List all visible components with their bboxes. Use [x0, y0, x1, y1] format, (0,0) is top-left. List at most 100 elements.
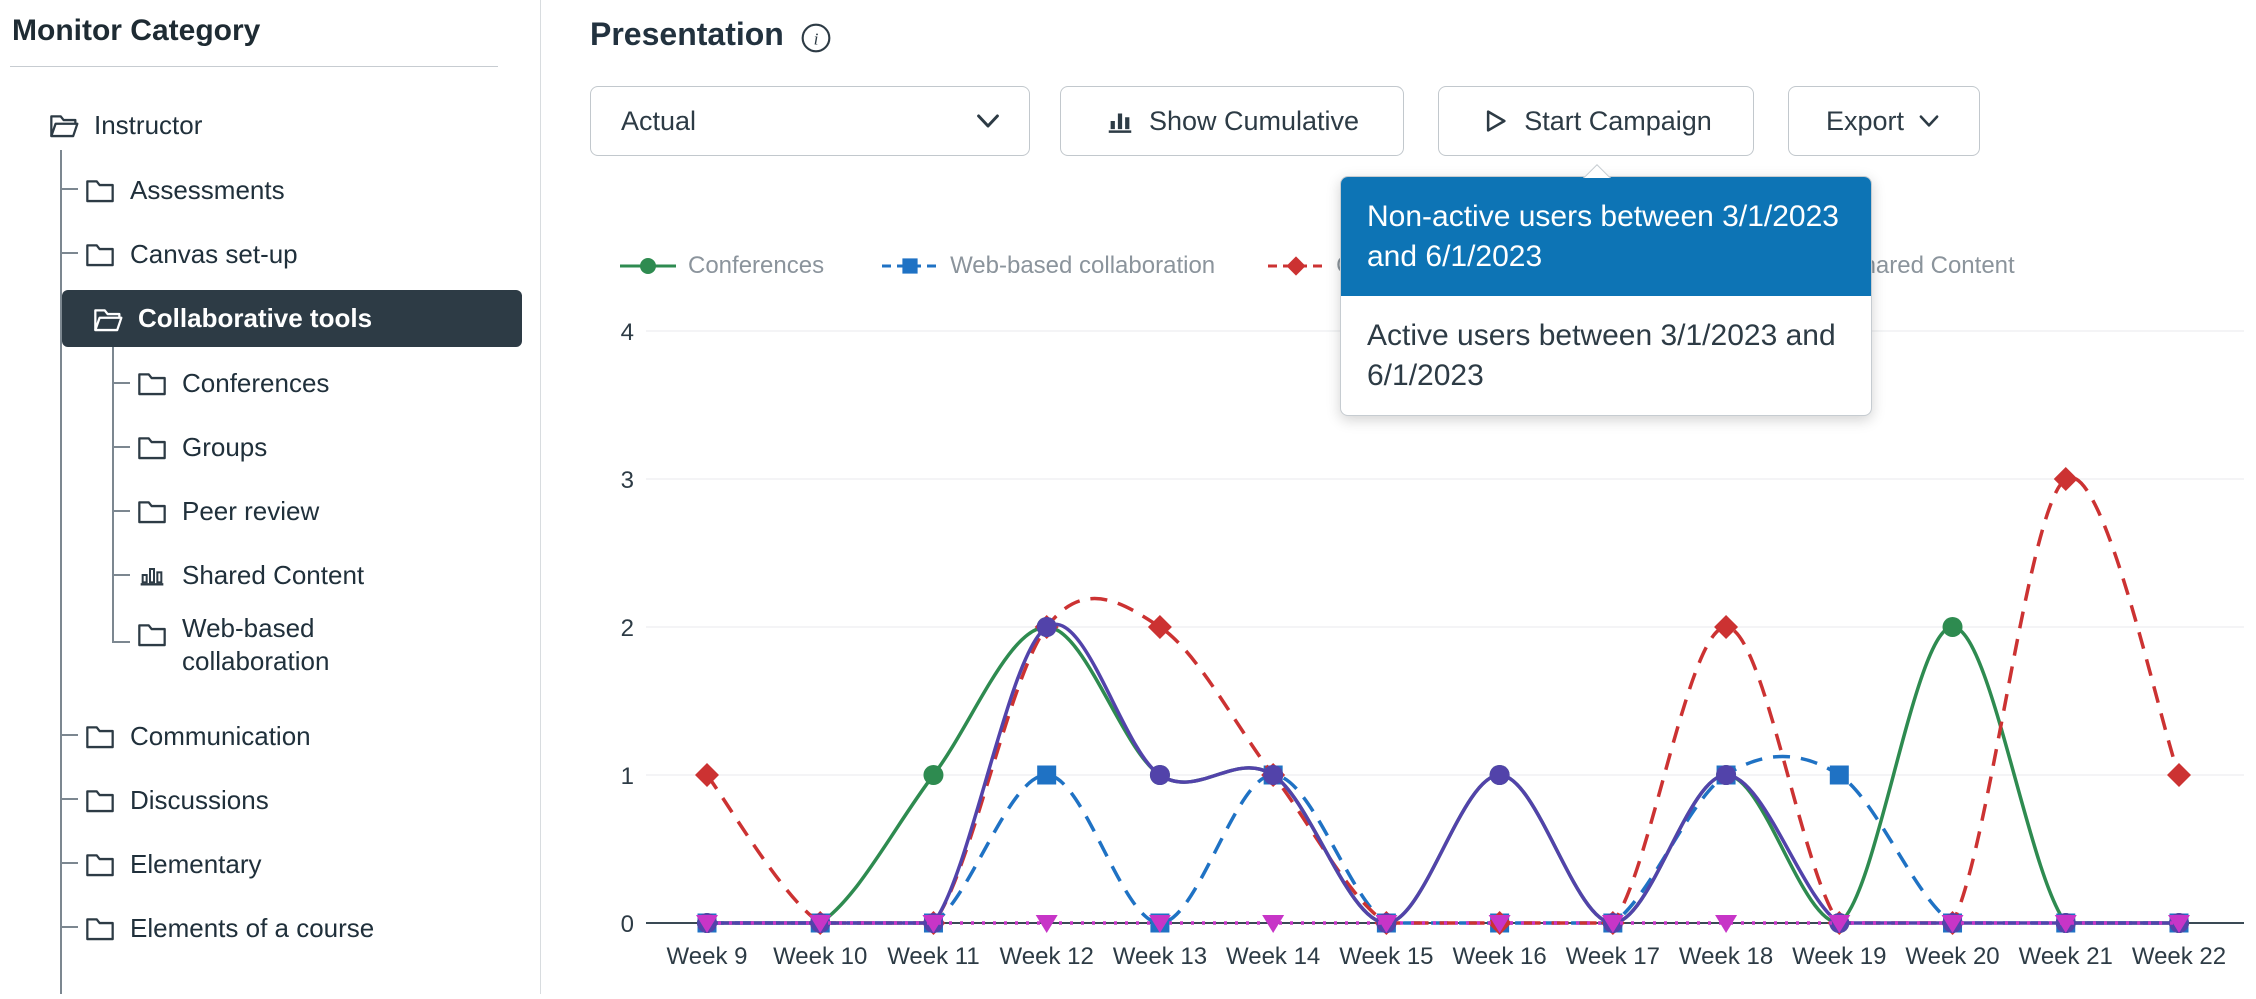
legend-swatch: [620, 258, 676, 274]
sidebar-divider: [10, 66, 498, 67]
sidebar-item-assessments[interactable]: Assessments: [84, 165, 285, 215]
data-point-marker[interactable]: [640, 258, 656, 274]
axis-label: 4: [621, 319, 634, 346]
legend-label: Web-based collaboration: [950, 252, 1216, 279]
sidebar-item-groups[interactable]: Groups: [136, 422, 267, 472]
sidebar-title: Monitor Category: [12, 14, 261, 47]
sidebar-item-label: Communication: [130, 720, 311, 751]
chart-area: 0 1 2 3 4 Week 9 Week 10 Week 11 Week 12 Week 13 W…: [590, 300, 2256, 994]
sidebar-item-label: Collaborative tools: [138, 303, 373, 333]
info-icon[interactable]: [800, 22, 832, 54]
data-point-marker[interactable]: [1601, 915, 1624, 933]
sidebar-item-label: Elementary: [130, 848, 262, 879]
series-line: [705, 475, 2181, 925]
tree-connector: [112, 574, 130, 576]
chevron-down-icon: [1916, 108, 1942, 134]
tree-connector: [60, 926, 78, 928]
folder-open-icon: [48, 109, 80, 141]
data-point-marker[interactable]: [2167, 915, 2190, 933]
tree-connector: [60, 798, 78, 800]
sidebar-item-canvas-set-up[interactable]: Canvas set-up: [84, 229, 298, 279]
data-point-marker[interactable]: [1037, 765, 1057, 785]
data-point-marker[interactable]: [809, 915, 832, 933]
folder-icon: [84, 848, 116, 880]
sidebar-item-label: Groups: [182, 431, 268, 462]
data-point-marker[interactable]: [1262, 915, 1285, 933]
sidebar-item-web-based-collaboration[interactable]: Web-based collaboration: [136, 612, 432, 704]
data-point-marker[interactable]: [1829, 765, 1849, 785]
data-point-marker[interactable]: [2166, 763, 2191, 787]
menu-item-non-active-users[interactable]: Non-active users between 3/1/2023 and 6/…: [1341, 177, 1871, 297]
folder-icon: [84, 174, 116, 206]
data-point-marker[interactable]: [1488, 915, 1511, 933]
data-point-marker[interactable]: [1714, 615, 1739, 639]
data-point-marker[interactable]: [1035, 915, 1058, 933]
axis-label: 0: [621, 911, 634, 938]
legend-item-conferences[interactable]: Conferences: [620, 252, 824, 280]
data-point-marker[interactable]: [1489, 765, 1510, 785]
view-mode-select[interactable]: Actual: [590, 86, 1030, 156]
sidebar-item-elements-of-a-course[interactable]: Elements of a course: [84, 903, 374, 953]
sidebar-item-label: Discussions: [130, 784, 269, 815]
data-point-marker[interactable]: [1286, 256, 1306, 276]
sidebar-item-discussions[interactable]: Discussions: [84, 775, 269, 825]
sidebar-item-label: Canvas set-up: [130, 238, 298, 269]
data-point-marker[interactable]: [1148, 915, 1171, 933]
sidebar-item-communication[interactable]: Communication: [84, 711, 311, 761]
data-point-marker[interactable]: [1942, 617, 1963, 637]
data-point-marker[interactable]: [695, 763, 719, 787]
axis-label: Week 21: [2019, 943, 2113, 970]
data-point-marker[interactable]: [1263, 765, 1284, 785]
axis-label: Week 20: [1905, 943, 1999, 970]
data-point-marker[interactable]: [1375, 915, 1398, 933]
axis-label: 3: [621, 467, 634, 494]
sidebar-item-shared-content[interactable]: Shared Content: [136, 550, 364, 600]
tree-connector: [60, 252, 78, 254]
data-point-marker[interactable]: [902, 258, 918, 274]
folder-open-icon: [92, 303, 124, 335]
tree-connector: [60, 862, 78, 864]
axis-label: 2: [621, 615, 634, 642]
sidebar-item-label: Conferences: [182, 367, 330, 398]
folder-icon: [84, 238, 116, 270]
folder-icon: [136, 495, 168, 527]
data-point-marker[interactable]: [2053, 467, 2078, 491]
sidebar-item-collaborative-tools[interactable]: Collaborative tools: [62, 290, 522, 347]
data-point-marker[interactable]: [922, 915, 945, 933]
play-icon: [1480, 106, 1510, 136]
legend-swatch: [882, 258, 939, 274]
tree-connector: [112, 510, 130, 512]
sidebar-item-elementary[interactable]: Elementary: [84, 839, 262, 889]
legend-item-web-based-collaboration[interactable]: Web-based collaboration: [882, 252, 1215, 280]
show-cumulative-button[interactable]: Show Cumulative: [1060, 86, 1404, 156]
menu-item-active-users[interactable]: Active users between 3/1/2023 and 6/1/20…: [1367, 319, 1836, 392]
data-point-marker[interactable]: [696, 915, 718, 933]
data-point-marker[interactable]: [1147, 615, 1172, 639]
data-point-marker[interactable]: [1715, 915, 1738, 933]
axis-label: Week 11: [887, 943, 980, 970]
start-campaign-button[interactable]: Start Campaign: [1438, 86, 1754, 156]
axis-label: Week 22: [2132, 943, 2226, 970]
export-label: Export: [1825, 105, 1905, 136]
page-title: Presentation: [590, 16, 784, 52]
axis-label: Week 15: [1339, 943, 1433, 970]
data-point-marker[interactable]: [1716, 765, 1737, 785]
tree-connector: [60, 734, 78, 736]
start-campaign-label: Start Campaign: [1524, 105, 1712, 136]
sidebar-item-instructor[interactable]: Instructor: [48, 100, 202, 150]
data-point-marker[interactable]: [923, 765, 944, 785]
sidebar-item-label: Shared Content: [182, 559, 365, 590]
legend-label: Conferences: [688, 252, 825, 279]
sidebar-item-peer-review[interactable]: Peer review: [136, 486, 319, 536]
legend-swatch: [1268, 256, 1325, 276]
axis-label: Week 17: [1566, 943, 1660, 970]
axis-label: Week 12: [1000, 943, 1094, 970]
data-point-marker[interactable]: [1941, 915, 1964, 933]
show-cumulative-label: Show Cumulative: [1148, 105, 1360, 136]
data-point-marker[interactable]: [1828, 915, 1851, 933]
export-button[interactable]: Export: [1788, 86, 1980, 156]
data-point-marker[interactable]: [2054, 915, 2077, 933]
data-point-marker[interactable]: [1036, 617, 1057, 637]
data-point-marker[interactable]: [1149, 765, 1170, 785]
sidebar-item-conferences[interactable]: Conferences: [136, 358, 329, 408]
